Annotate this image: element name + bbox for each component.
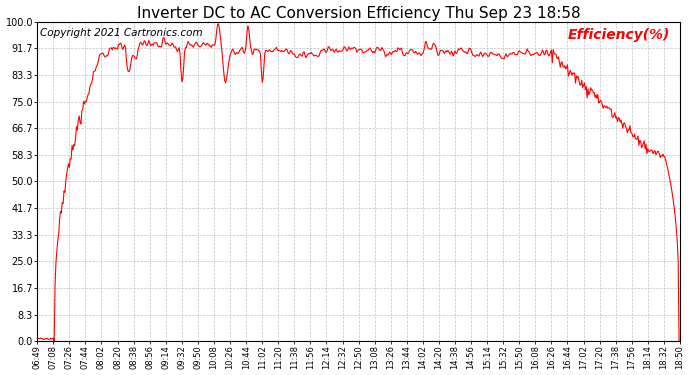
Title: Inverter DC to AC Conversion Efficiency Thu Sep 23 18:58: Inverter DC to AC Conversion Efficiency … bbox=[137, 6, 580, 21]
Text: Copyright 2021 Cartronics.com: Copyright 2021 Cartronics.com bbox=[41, 28, 203, 38]
Text: Efficiency(%): Efficiency(%) bbox=[568, 28, 670, 42]
